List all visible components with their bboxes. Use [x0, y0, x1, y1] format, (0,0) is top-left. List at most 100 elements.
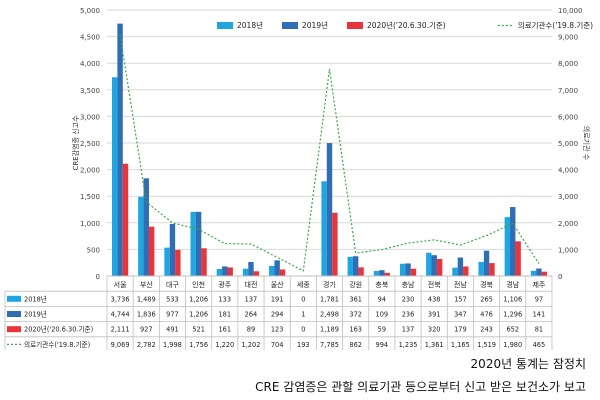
- x-category-label: 경남: [506, 280, 519, 289]
- table-value: 94: [378, 295, 386, 303]
- y-tick-label: 2,500: [80, 140, 100, 148]
- table-value: 1,519: [477, 341, 496, 349]
- bar-3: [122, 163, 129, 276]
- table-value: 137: [402, 326, 415, 334]
- bar-2: [352, 256, 359, 276]
- bar-2: [483, 250, 490, 276]
- table-value: 243: [480, 326, 493, 334]
- y2-tick-label: 2,000: [558, 220, 578, 228]
- table-value: 1,220: [215, 341, 234, 349]
- table-value: 163: [349, 326, 362, 334]
- bar-2: [169, 224, 176, 276]
- table-value: 2,498: [320, 311, 339, 319]
- y-axis-title: CRE감염증 신고수: [71, 115, 80, 171]
- x-category-label: 경기: [323, 280, 336, 289]
- table-value: 141: [533, 311, 546, 319]
- table-value: 133: [218, 295, 231, 303]
- bar-2: [431, 255, 437, 276]
- bar-2: [117, 23, 123, 276]
- y-tick-label: 3,000: [80, 113, 100, 121]
- table-value: 994: [376, 341, 389, 349]
- bar-2: [405, 263, 411, 276]
- x-category-label: 인천: [192, 280, 205, 289]
- bar-3: [436, 258, 443, 276]
- table-value: 1,980: [503, 341, 522, 349]
- table-value: 1,489: [137, 295, 156, 303]
- y2-tick-label: 8,000: [558, 60, 578, 68]
- y2-tick-label: 7,000: [558, 87, 578, 95]
- table-value: 181: [218, 311, 231, 319]
- x-category-label: 부산: [140, 280, 153, 289]
- table-legend-key: [7, 295, 21, 302]
- x-category-label: 제주: [532, 281, 545, 289]
- x-category-label: 경북: [480, 280, 493, 289]
- table-value: 1: [301, 311, 305, 319]
- bar-1: [426, 252, 432, 276]
- legend-label: 의료기관수('19.8.기준): [518, 20, 593, 30]
- y2-tick-label: 5,000: [558, 140, 578, 148]
- table-legend-key: [7, 311, 21, 317]
- combo-bar-line-chart: 0 500 1,000 1,500 2,000 2,500 3,000 3,500 4,000 4…: [4, 7, 593, 350]
- y2-tick-label: 10,000: [558, 7, 583, 15]
- table-value: 137: [245, 295, 258, 303]
- bar-2: [143, 178, 149, 276]
- bar-2: [248, 261, 254, 276]
- table-value: 236: [402, 311, 415, 319]
- bar-3: [384, 272, 390, 276]
- table-value: 320: [428, 326, 441, 334]
- series-line: [119, 34, 540, 272]
- x-category-label: 전북: [428, 280, 441, 289]
- bar-1: [111, 77, 118, 276]
- table-value: 521: [192, 326, 205, 334]
- table-value: 89: [247, 326, 255, 334]
- bar-1: [399, 263, 406, 276]
- legend-swatch: [217, 22, 233, 29]
- table-value: 1,202: [242, 341, 261, 349]
- x-category-label: 서울: [114, 280, 127, 289]
- table-value: 372: [349, 311, 362, 319]
- bar-1: [138, 196, 144, 276]
- table-value: 9,069: [111, 341, 130, 349]
- table-value: 1,165: [451, 341, 470, 349]
- table-value: 1,206: [189, 295, 208, 303]
- table-value: 1,756: [189, 341, 208, 349]
- bar-1: [216, 268, 223, 276]
- bar-3: [175, 249, 181, 276]
- bar-1: [478, 261, 484, 276]
- bar-1: [321, 181, 327, 276]
- table-value: 191: [271, 295, 284, 303]
- bar-2: [195, 211, 202, 276]
- y-tick-label: 4,500: [80, 34, 100, 42]
- x-category-label: 광주: [218, 281, 231, 289]
- bar-1: [347, 256, 353, 276]
- table-value: 230: [402, 295, 415, 303]
- y2-tick-label: 3,000: [558, 193, 578, 201]
- table-value: 193: [297, 341, 310, 349]
- table-value: 862: [349, 341, 362, 349]
- y-tick-label: 2,000: [80, 167, 100, 175]
- x-category-label: 강원: [349, 280, 362, 289]
- x-category-label: 대구: [166, 281, 179, 289]
- table-value: 704: [271, 341, 284, 349]
- table-value: 265: [480, 295, 493, 303]
- bar-1: [504, 217, 511, 276]
- table-value: 4,744: [111, 311, 130, 319]
- table-series-label: 2019년: [24, 310, 47, 319]
- table-value: 1,106: [503, 295, 522, 303]
- bar-3: [279, 269, 286, 276]
- bar-3: [201, 248, 207, 276]
- y2-tick-label: 1,000: [558, 246, 578, 254]
- bar-1: [452, 267, 458, 276]
- bar-3: [332, 212, 338, 276]
- table-value: 2,782: [137, 341, 156, 349]
- table-value: 157: [454, 295, 467, 303]
- table-value: 3,736: [111, 295, 130, 303]
- bar-1: [164, 247, 170, 276]
- bar-3: [227, 267, 233, 276]
- table-series-label: 의료기관수('19.8.기준): [24, 340, 90, 349]
- x-category-label: 세종: [297, 280, 310, 289]
- table-value: 123: [271, 326, 284, 334]
- table-value: 491: [166, 326, 179, 334]
- legend-label: 2019년: [302, 20, 328, 30]
- table-value: 0: [301, 326, 305, 334]
